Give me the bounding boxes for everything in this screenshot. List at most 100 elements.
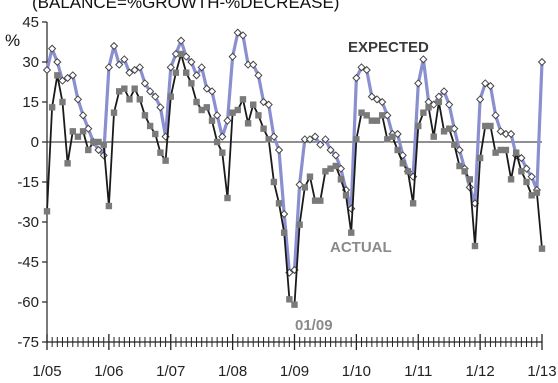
point-actual xyxy=(48,104,56,111)
point-actual xyxy=(435,98,443,106)
point-expected xyxy=(372,95,382,104)
point-actual xyxy=(471,242,479,250)
series-actual xyxy=(43,50,546,308)
point-expected xyxy=(491,111,500,120)
point-actual xyxy=(275,200,283,207)
annotation-0109: 01/09 xyxy=(295,317,333,334)
point-actual xyxy=(162,157,169,164)
point-expected xyxy=(264,100,273,109)
point-expected xyxy=(295,180,304,189)
point-expected xyxy=(223,116,232,125)
point-expected xyxy=(84,124,93,133)
point-actual xyxy=(188,80,195,87)
point-expected xyxy=(53,57,62,67)
point-expected xyxy=(73,95,83,104)
point-actual xyxy=(203,104,211,111)
point-expected xyxy=(367,92,376,101)
point-expected xyxy=(207,87,217,96)
y-tick-label: 45 xyxy=(22,14,39,31)
point-actual xyxy=(79,128,87,135)
point-actual xyxy=(157,149,164,156)
point-actual xyxy=(121,85,128,92)
point-expected xyxy=(104,63,113,72)
point-actual xyxy=(322,168,329,175)
annotations: EXPECTED ACTUAL 01/09 xyxy=(295,39,429,334)
point-actual xyxy=(239,96,247,103)
point-actual xyxy=(265,136,272,143)
point-actual xyxy=(126,96,133,103)
axes: 45 30 15 0 -15 -30 -45 -60 -75 1/05 1/06 1/07 1/08 1/… xyxy=(17,14,556,380)
point-actual xyxy=(528,192,535,199)
point-expected xyxy=(166,63,175,72)
point-actual xyxy=(476,154,484,162)
point-expected xyxy=(238,31,248,40)
point-expected xyxy=(233,28,242,37)
point-expected xyxy=(130,65,139,75)
point-expected xyxy=(496,127,505,136)
point-actual xyxy=(306,173,314,180)
point-actual xyxy=(420,109,427,116)
point-actual xyxy=(260,125,267,132)
point-actual xyxy=(518,168,525,175)
x-tick-label: 1/11 xyxy=(404,363,432,380)
point-expected xyxy=(352,73,361,83)
point-expected xyxy=(120,55,129,64)
point-expected xyxy=(481,79,490,88)
point-expected xyxy=(176,36,186,45)
chart-title: (BALANCE=%GROWTH-%DECREASE) xyxy=(32,0,339,12)
point-actual xyxy=(146,122,154,130)
point-expected xyxy=(331,151,340,160)
point-actual xyxy=(456,162,463,170)
point-actual xyxy=(373,117,381,124)
point-actual xyxy=(219,149,226,156)
point-actual xyxy=(177,50,185,58)
point-actual xyxy=(440,128,448,135)
point-actual xyxy=(384,136,391,143)
point-actual xyxy=(348,229,355,236)
y-tick-label: -30 xyxy=(17,214,39,231)
point-expected xyxy=(517,153,526,163)
point-actual xyxy=(85,146,92,154)
point-actual xyxy=(74,133,82,140)
point-actual xyxy=(337,176,345,183)
point-actual xyxy=(317,197,324,204)
point-actual xyxy=(342,192,350,199)
point-actual xyxy=(497,146,504,154)
y-tick-label: 0 xyxy=(31,134,39,151)
x-tick-label: 1/10 xyxy=(342,363,371,380)
point-expected xyxy=(125,68,134,77)
point-actual xyxy=(425,104,432,111)
point-actual xyxy=(363,112,370,119)
point-actual xyxy=(280,229,288,236)
point-expected xyxy=(527,172,536,181)
point-actual xyxy=(131,85,138,92)
point-actual xyxy=(409,200,417,207)
point-expected xyxy=(192,71,201,80)
point-actual xyxy=(167,93,174,100)
point-actual xyxy=(368,117,376,124)
point-expected xyxy=(135,63,144,72)
x-tick-label: 1/06 xyxy=(94,363,123,380)
point-actual xyxy=(208,117,216,124)
point-actual xyxy=(105,202,113,210)
point-expected xyxy=(254,71,263,80)
point-actual xyxy=(270,178,278,186)
y-tick-label: -75 xyxy=(17,334,39,351)
point-actual xyxy=(430,133,437,140)
y-tick-label: -45 xyxy=(17,254,39,271)
point-actual xyxy=(250,101,257,108)
point-expected xyxy=(393,129,402,139)
point-expected xyxy=(305,135,315,144)
point-expected xyxy=(259,97,268,107)
point-actual xyxy=(116,88,123,95)
point-actual xyxy=(445,125,453,132)
point-actual xyxy=(213,138,221,146)
point-actual xyxy=(69,128,77,135)
point-actual xyxy=(43,208,51,215)
point-expected xyxy=(156,103,165,112)
x-tick-label: 1/12 xyxy=(466,363,495,380)
point-expected xyxy=(78,111,88,120)
x-tick-label: 1/08 xyxy=(218,363,247,380)
point-actual xyxy=(291,301,298,308)
point-actual xyxy=(311,197,319,204)
